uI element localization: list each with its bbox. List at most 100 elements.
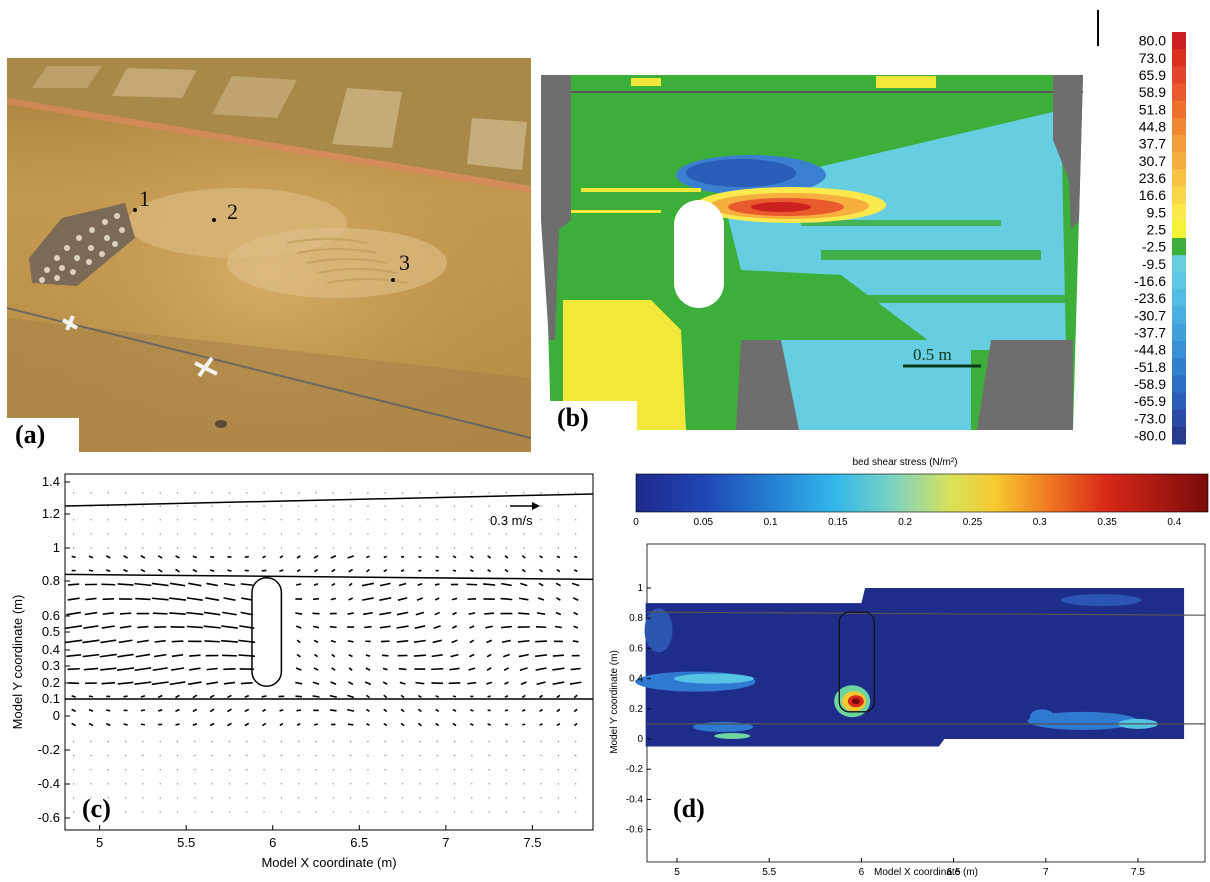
scale-bar-label: 0.5 m [913,345,952,364]
grid-dot [471,547,472,548]
grid-dot [177,741,178,742]
grid-dot [488,783,489,784]
velocity-vector [574,723,577,725]
velocity-vector [297,640,300,642]
grid-dot [298,741,299,742]
grid-dot [281,533,282,534]
velocity-vector [384,570,387,572]
velocity-vector [483,584,495,585]
grid-dot [263,533,264,534]
grid-dot [402,505,403,506]
grid-dot [333,783,334,784]
velocity-vector [314,584,318,585]
grid-dot [540,519,541,520]
grid-dot [436,755,437,756]
velocity-vector [331,682,336,684]
velocity-vector [83,655,99,657]
grid-dot [108,547,109,548]
grid-dot [194,797,195,798]
velocity-vector [227,723,231,725]
colorbar-b-tick-label: 51.8 [1139,101,1166,117]
velocity-vector [366,724,369,725]
grid-dot [142,755,143,756]
velocity-vector [83,626,98,628]
velocity-vector [365,682,371,684]
velocity-vector [65,640,82,642]
velocity-vector [557,709,560,711]
grid-dot [315,519,316,520]
grid-dot [367,741,368,742]
grid-dot [558,783,559,784]
grid-dot [333,755,334,756]
colorbar-b-tick-label: 80.0 [1139,33,1166,49]
grid-dot [488,741,489,742]
grid-dot [367,755,368,756]
x-tick-label: 7.5 [1131,867,1145,877]
grid-dot [436,797,437,798]
y-tick-label: -0.4 [38,776,60,791]
velocity-vector [347,710,354,711]
grid-dot [523,769,524,770]
colorbar-b-tick-label: -16.6 [1134,273,1166,289]
velocity-vector [505,696,508,697]
velocity-vector [453,570,456,571]
grid-dot [454,519,455,520]
velocity-vector [470,640,474,642]
velocity-vector [170,583,185,585]
grid-dot [194,769,195,770]
y-axis-label: Model Y coordinate (m) [609,650,620,754]
grid-dot [575,797,576,798]
colorbar-b-swatch [1172,118,1186,136]
grid-dot [246,547,247,548]
contour-hotspot [852,698,860,704]
grid-dot [263,492,264,493]
velocity-vector [362,583,374,585]
grid-dot [540,783,541,784]
grid-dot [194,741,195,742]
velocity-vector [436,556,439,557]
velocity-vector [487,654,491,656]
velocity-vector [172,641,184,642]
grid-dot [142,769,143,770]
velocity-vector [470,710,473,711]
velocity-vector [262,696,267,697]
grid-dot [540,769,541,770]
velocity-vector [187,598,203,600]
grid-dot [558,505,559,506]
velocity-vector [467,683,476,684]
grid-dot [385,505,386,506]
velocity-vector [210,709,214,711]
colorbar-b-swatch [1172,427,1186,445]
colorbar-b-swatch [1172,221,1186,239]
grid-dot [142,533,143,534]
grid-dot [281,797,282,798]
velocity-vector [245,696,249,698]
grid-dot [454,547,455,548]
velocity-vector [453,556,456,558]
grid-dot [419,547,420,548]
x-tick-label: 7.5 [523,835,541,850]
velocity-vector [332,668,335,670]
velocity-vector [241,598,252,600]
grid-dot [419,783,420,784]
velocity-vector [453,710,456,712]
channel-upper-boundary [65,574,593,579]
grid-dot [315,755,316,756]
velocity-vector [332,584,335,586]
grid-dot [90,519,91,520]
marker-3: 3 [399,250,410,275]
colorbar-b-swatch [1172,84,1186,102]
velocity-vector [141,569,145,571]
colorbar-b-swatch [1172,187,1186,205]
colorbar-b-swatch [1172,290,1186,308]
grid-dot [367,783,368,784]
velocity-vector [540,556,543,558]
velocity-vector [348,682,352,684]
legend-speed-label: 0.3 m/s [490,513,533,528]
velocity-vector [505,569,508,571]
shear-stress-contour-map: 0.5 m [541,70,1086,435]
grid-dot [471,755,472,756]
y-tick-label: -0.6 [626,825,644,836]
grid-dot [333,505,334,506]
grid-dot [506,811,507,812]
